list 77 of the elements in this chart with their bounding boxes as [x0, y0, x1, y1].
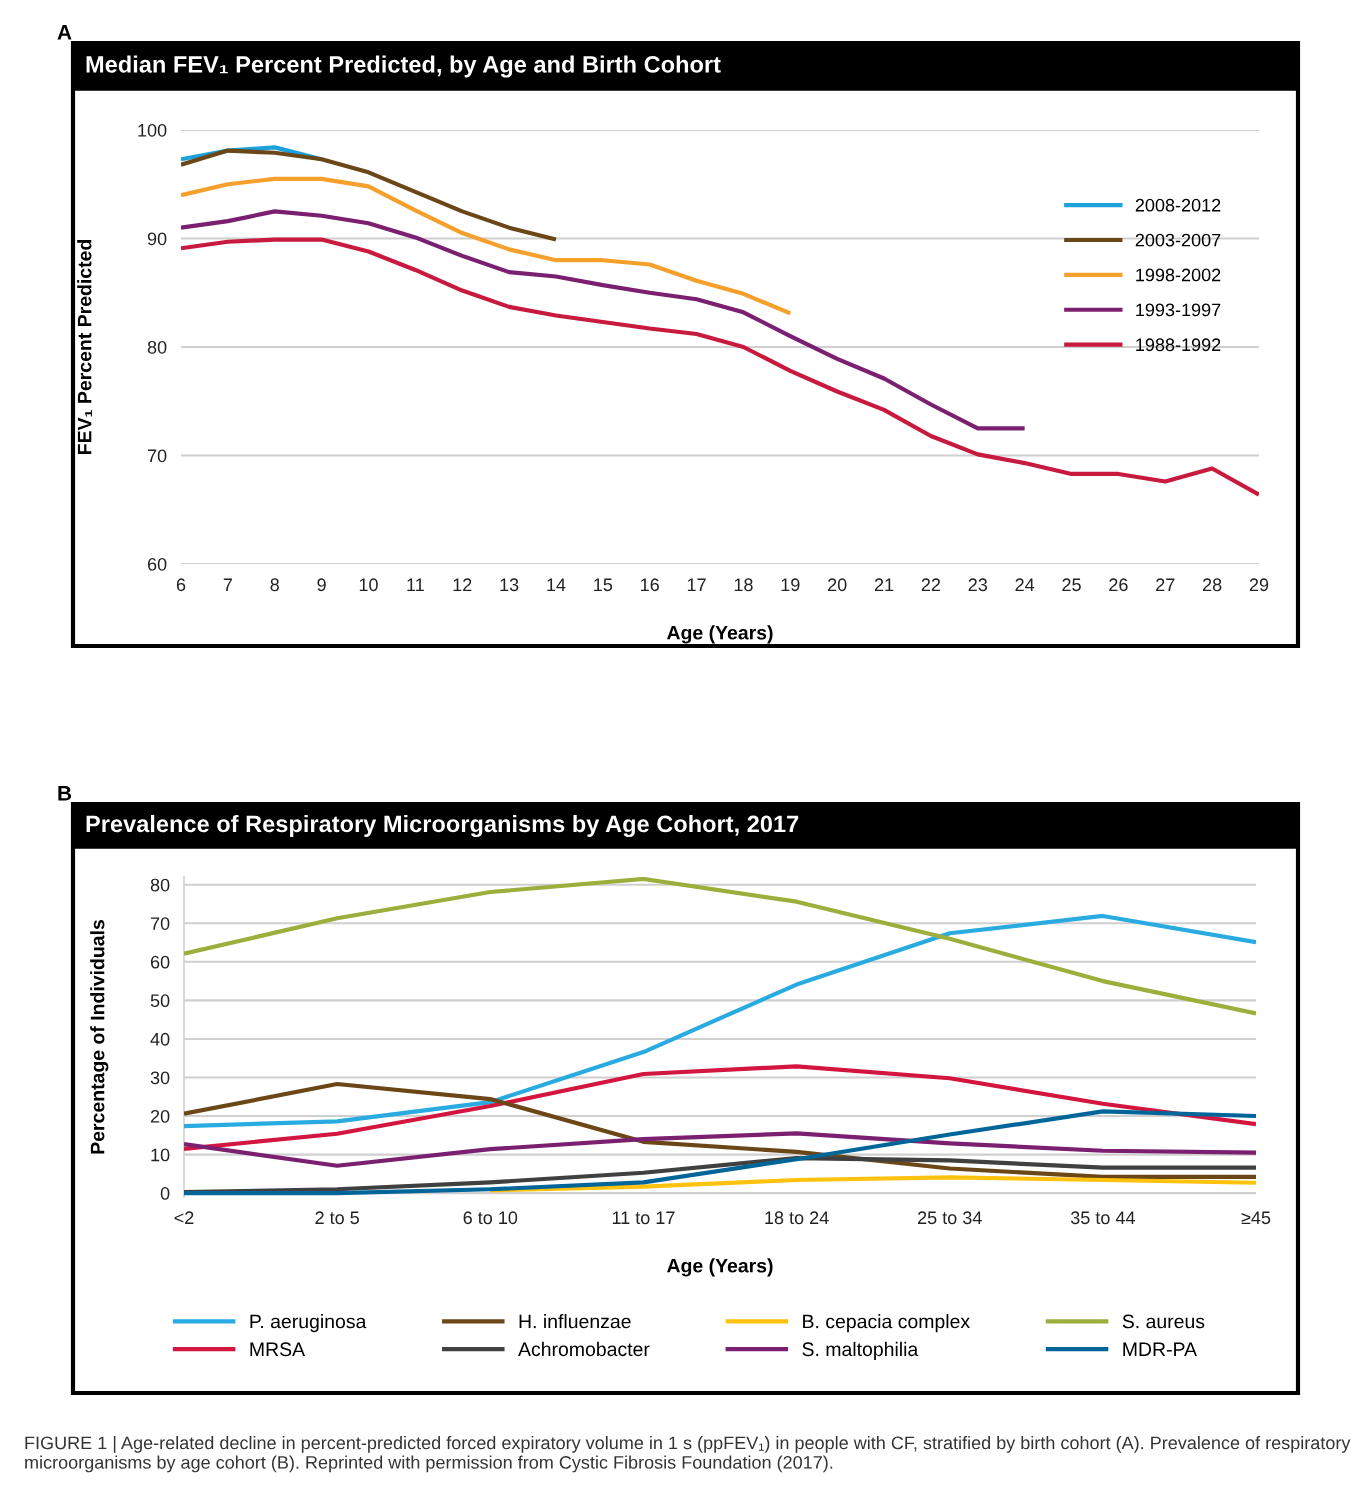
- legend-label: P. aeruginosa: [250, 1314, 367, 1333]
- y-tick-label: 90: [147, 232, 167, 246]
- y-tick-label: 80: [150, 878, 170, 892]
- legend-label: 1988-1992: [1136, 338, 1221, 352]
- x-tick-label: 16: [641, 578, 659, 592]
- line-series: [184, 913, 1256, 1129]
- legend-label: S. maltophilia: [802, 1341, 919, 1360]
- y-tick-label: 70: [147, 449, 167, 463]
- legend-label: 1993-1997: [1136, 303, 1221, 317]
- legend-label: B. cepacia complex: [803, 1314, 970, 1333]
- line-series: [184, 1064, 1256, 1151]
- legend-label: 2003-2007: [1135, 233, 1221, 247]
- line-series: [488, 1175, 1256, 1193]
- x-axis-title: Age (Years): [666, 625, 773, 644]
- y-tick-label: 40: [150, 1032, 170, 1046]
- x-tick-label: 20: [828, 578, 847, 592]
- x-tick-label: 9: [317, 578, 326, 592]
- legend-label: 1998-2002: [1136, 268, 1221, 282]
- chart-title: Median FEV₁ Percent Predicted, by Age and Birth Cohort: [86, 55, 721, 78]
- y-tick-label: 70: [150, 917, 170, 930]
- x-tick-label: 24: [1015, 578, 1035, 591]
- y-tick-label: 100: [138, 123, 167, 137]
- legend-label: S. aureus: [1122, 1314, 1205, 1329]
- x-tick-label: 12: [453, 578, 472, 591]
- x-tick-label: 6: [176, 578, 186, 592]
- y-tick-label: 60: [147, 557, 167, 571]
- line-series: [184, 1081, 1256, 1180]
- x-tick-label: 19: [781, 578, 800, 592]
- x-tick-label: 11: [407, 578, 424, 591]
- legend-label: MRSA: [250, 1342, 306, 1357]
- x-tick-label: ≥45: [1241, 1211, 1271, 1225]
- x-tick-label: 21: [874, 578, 894, 591]
- x-tick-label: 2 to 5: [315, 1211, 359, 1225]
- y-tick-label: 30: [150, 1071, 170, 1085]
- legend-label: 2008-2012: [1135, 198, 1221, 212]
- x-tick-label: <2: [174, 1211, 194, 1224]
- y-tick-label: 60: [150, 955, 170, 969]
- x-tick-label: 15: [594, 578, 613, 592]
- x-tick-label: 27: [1156, 578, 1175, 591]
- x-tick-label: 22: [921, 578, 941, 591]
- x-tick-label: 18: [734, 578, 753, 592]
- legend-label: MDR-PA: [1123, 1342, 1198, 1356]
- x-tick-label: 29: [1249, 578, 1269, 592]
- x-tick-label: 18 to 24: [765, 1211, 829, 1225]
- legend-label: H. influenzae: [519, 1314, 631, 1329]
- line-series: [181, 209, 1027, 431]
- y-tick-label: 50: [150, 994, 170, 1008]
- line-series: [184, 877, 1256, 1016]
- y-axis-title: Percentage of Individuals: [90, 920, 109, 1154]
- y-tick-label: 10: [151, 1148, 170, 1162]
- x-tick-label: 25: [1062, 578, 1081, 592]
- x-tick-label: 23: [968, 578, 988, 592]
- y-tick-label: 0: [160, 1187, 170, 1200]
- text: B: [58, 786, 72, 801]
- x-tick-label: 35 to 44: [1070, 1211, 1135, 1225]
- y-axis-title: FEV₁ Percent Predicted: [77, 239, 92, 454]
- x-axis-title: Age (Years): [666, 1258, 773, 1277]
- x-tick-label: 26: [1109, 578, 1128, 592]
- x-tick-label: 10: [359, 578, 378, 592]
- line-series: [181, 148, 559, 242]
- y-tick-label: 80: [147, 340, 167, 354]
- x-tick-label: 11 to 17: [612, 1211, 675, 1225]
- chart-title: Prevalence of Respiratory Microorganisms by Age Cohort, 2017: [86, 814, 799, 838]
- y-tick-label: 20: [150, 1109, 170, 1123]
- line-series: [184, 1131, 1256, 1168]
- x-tick-label: 8: [270, 578, 279, 592]
- caption: FIGURE 1 | Age-related decline in percent-predicted forced expiratory volume in 1 s (ppFEV₁) in people with CF, stratified by birth cohort (A). Prevalence of respiratory microorganisms by age cohort (B). Reprinted with permission from Cystic Fibrosis Foundation (2017).: [25, 1436, 1351, 1473]
- text: A: [57, 25, 72, 40]
- x-tick-label: 13: [500, 578, 519, 592]
- x-tick-label: 7: [223, 578, 232, 591]
- x-tick-label: 6 to 10: [463, 1211, 518, 1225]
- x-tick-label: 14: [547, 578, 566, 591]
- legend-label: Achromobacter: [518, 1341, 650, 1357]
- line-series: [181, 176, 793, 316]
- x-tick-label: 28: [1203, 578, 1222, 592]
- x-tick-label: 17: [687, 578, 706, 591]
- x-tick-label: 25 to 34: [918, 1211, 982, 1225]
